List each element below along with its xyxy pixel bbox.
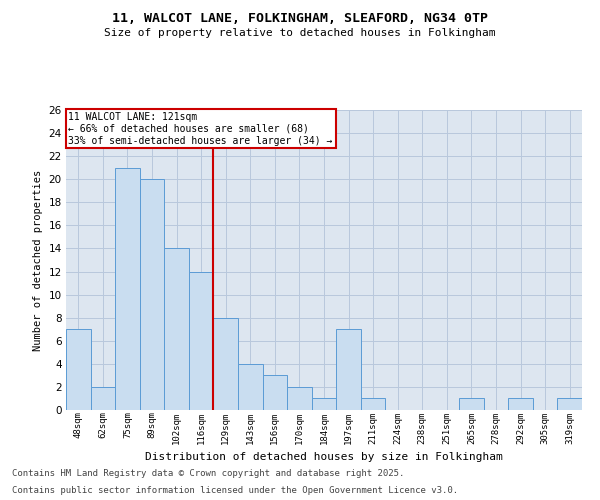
Text: Size of property relative to detached houses in Folkingham: Size of property relative to detached ho… [104, 28, 496, 38]
Bar [164, 248, 189, 410]
Bar [508, 398, 533, 410]
Bar [263, 376, 287, 410]
Text: 11 WALCOT LANE: 121sqm
← 66% of detached houses are smaller (68)
33% of semi-det: 11 WALCOT LANE: 121sqm ← 66% of detached… [68, 112, 333, 146]
Bar [66, 329, 91, 410]
Bar [336, 329, 361, 410]
Bar [361, 398, 385, 410]
Y-axis label: Number of detached properties: Number of detached properties [33, 170, 43, 350]
X-axis label: Distribution of detached houses by size in Folkingham: Distribution of detached houses by size … [145, 452, 503, 462]
Bar [91, 387, 115, 410]
Bar [557, 398, 582, 410]
Text: Contains public sector information licensed under the Open Government Licence v3: Contains public sector information licen… [12, 486, 458, 495]
Bar [140, 179, 164, 410]
Bar [287, 387, 312, 410]
Bar [312, 398, 336, 410]
Bar [238, 364, 263, 410]
Bar [115, 168, 140, 410]
Bar [459, 398, 484, 410]
Text: Contains HM Land Registry data © Crown copyright and database right 2025.: Contains HM Land Registry data © Crown c… [12, 468, 404, 477]
Text: 11, WALCOT LANE, FOLKINGHAM, SLEAFORD, NG34 0TP: 11, WALCOT LANE, FOLKINGHAM, SLEAFORD, N… [112, 12, 488, 26]
Bar [214, 318, 238, 410]
Bar [189, 272, 214, 410]
